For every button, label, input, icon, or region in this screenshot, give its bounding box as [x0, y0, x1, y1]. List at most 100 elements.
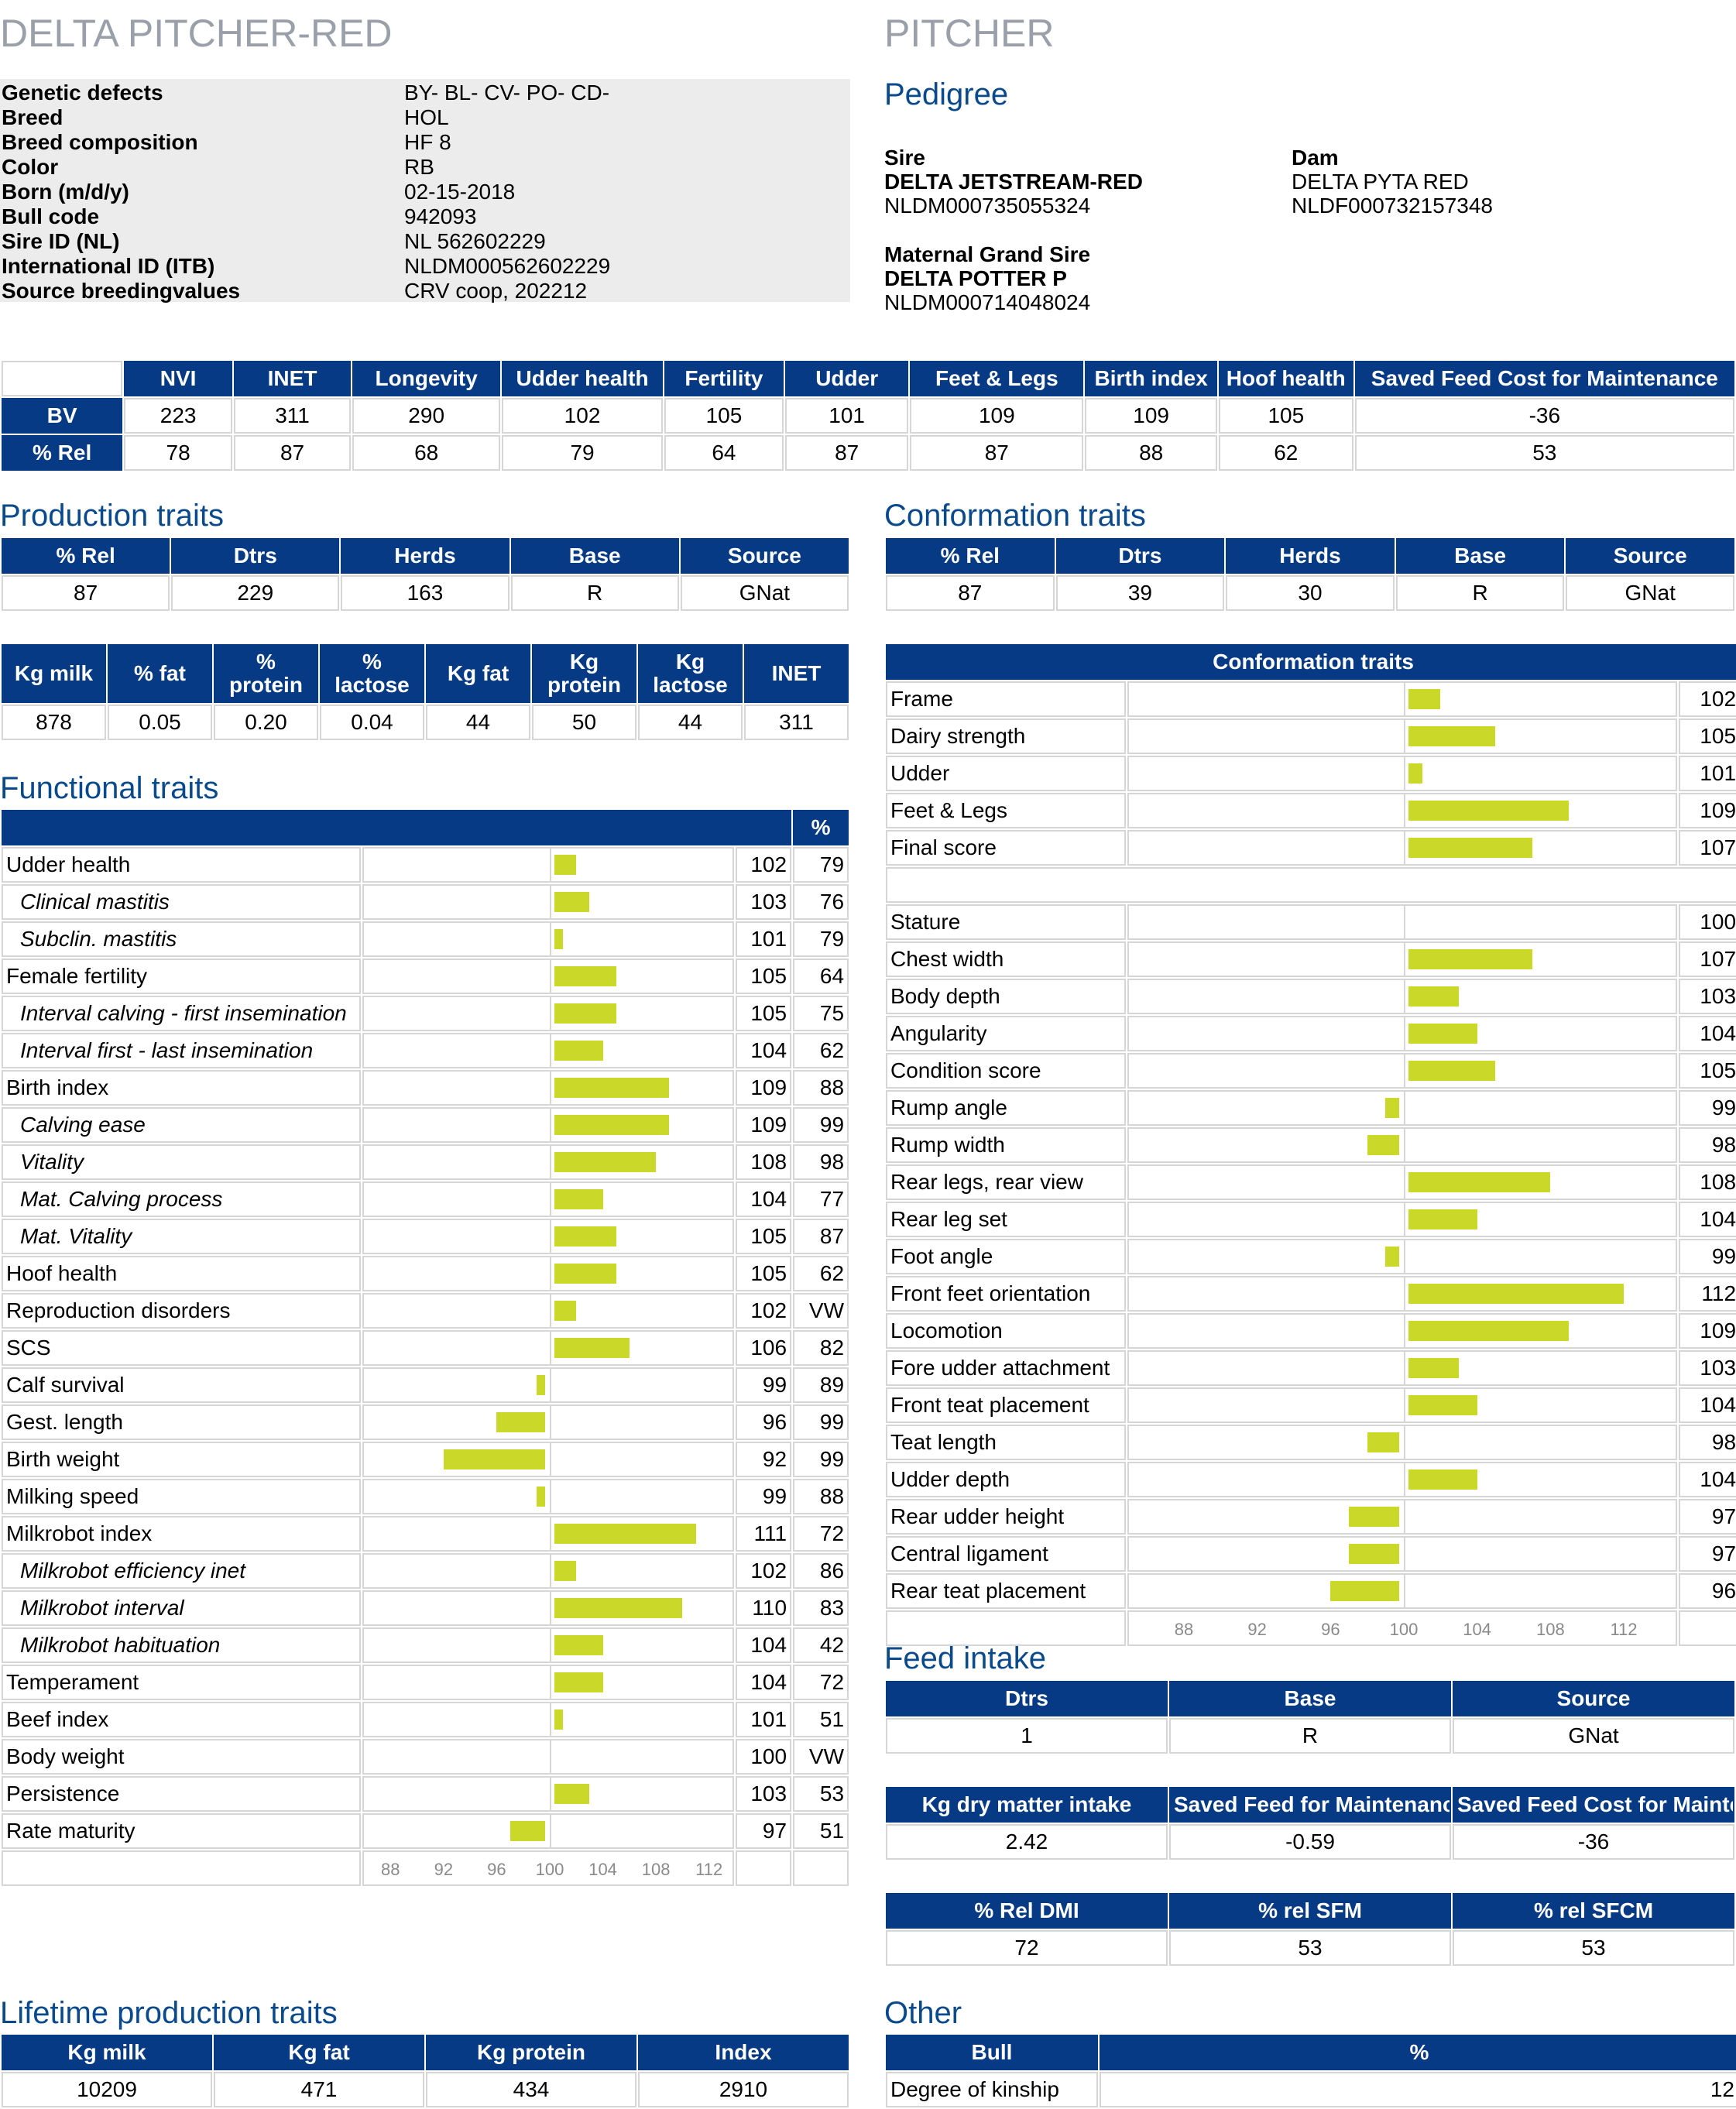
summary-cell: 68 — [352, 435, 501, 471]
trait-label: Hoof health — [2, 1256, 361, 1291]
trait-value: 104 — [1679, 1387, 1736, 1423]
trait-value: 99 — [1679, 1239, 1736, 1274]
functional-traits-title: Functional traits — [0, 771, 219, 805]
pedigree-title: Pedigree — [884, 77, 1009, 111]
trait-value: 104 — [1679, 1016, 1736, 1051]
baseline-line — [550, 960, 551, 993]
bar-cell — [362, 847, 734, 883]
lifetime-header: Kg milk — [2, 2035, 212, 2070]
trait-value: 105 — [736, 1256, 792, 1291]
trait-label: Body depth — [886, 979, 1126, 1014]
chart-row: Chest width 107 — [886, 941, 1736, 977]
summary-cell: 87 — [785, 435, 909, 471]
bar-cell — [362, 1665, 734, 1700]
chart-row: Birth weight 92 99 — [2, 1442, 849, 1477]
info-row: Genetic defects BY- BL- CV- PO- CD- — [0, 81, 850, 105]
trait-label: Rump width — [886, 1127, 1126, 1163]
summary-index-table: NVI INET Longevity Udder health Fertility Udd… — [0, 359, 1736, 472]
info-label: Color — [2, 155, 59, 179]
baseline-line — [550, 1406, 551, 1439]
info-value: 942093 — [404, 204, 477, 228]
kinship-label: Degree of kinship — [886, 2072, 1098, 2107]
axis-tick-label: 100 — [535, 1860, 564, 1879]
trait-label: SCS — [2, 1330, 361, 1366]
baseline-line — [1404, 794, 1405, 827]
other-bull-header: Bull — [886, 2035, 1098, 2070]
baseline-line — [550, 1480, 551, 1513]
trait-bar — [1408, 1395, 1477, 1415]
feed-intake-value: -0.59 — [1169, 1824, 1451, 1860]
baseline-line — [550, 1555, 551, 1587]
chart-row: Rear leg set 104 — [886, 1202, 1736, 1237]
feed-value: R — [1169, 1718, 1451, 1754]
bar-cell — [1127, 1573, 1677, 1609]
trait-bar — [496, 1412, 545, 1432]
trait-label: Milking speed — [2, 1479, 361, 1514]
summary-cell: 87 — [910, 435, 1084, 471]
trait-label: Mat. Calving process — [2, 1181, 361, 1217]
feed-rel-value: 72 — [886, 1930, 1168, 1966]
production-detail-header-part: % — [362, 650, 382, 674]
feed-intake-value: -36 — [1453, 1824, 1734, 1860]
mgs-block: Maternal Grand Sire DELTA POTTER P NLDM0… — [884, 242, 1090, 314]
chart-row: Mat. Calving process 104 77 — [2, 1181, 849, 1217]
bar-cell — [362, 1330, 734, 1366]
trait-label: Milkrobot habituation — [2, 1627, 361, 1663]
bar-cell — [1127, 979, 1677, 1014]
bar-cell — [362, 1739, 734, 1775]
baseline-line — [550, 1703, 551, 1736]
trait-label: Stature — [886, 904, 1126, 940]
info-row: International ID (ITB) NLDM000562602229 — [0, 254, 850, 279]
chart-row: Rear udder height 97 — [886, 1499, 1736, 1535]
conformation-chart-title: Conformation traits — [886, 644, 1736, 680]
spacer-cell — [886, 867, 1736, 903]
trait-label: Gest. length — [2, 1404, 361, 1440]
axis-tick-label: 108 — [641, 1860, 671, 1879]
production-detail-header: % protein — [214, 644, 318, 703]
chart-row: Stature 100 — [886, 904, 1736, 940]
trait-bar — [554, 855, 577, 875]
bar-cell — [1127, 756, 1677, 791]
summary-header: Fertility — [664, 361, 784, 396]
trait-pct: 72 — [793, 1665, 849, 1700]
trait-bar — [554, 1301, 577, 1321]
chart-row: Vitality 108 98 — [2, 1144, 849, 1180]
baseline-line — [1404, 1166, 1405, 1199]
summary-cell: 105 — [664, 398, 784, 434]
info-row: Breed HOL — [0, 105, 850, 130]
trait-bar — [1408, 1172, 1551, 1192]
production-detail-table: Kg milk% fat% protein% lactose Kg fat Kg prot… — [0, 643, 850, 742]
bar-cell — [362, 1776, 734, 1812]
trait-value: 99 — [736, 1479, 792, 1514]
baseline-line — [550, 1146, 551, 1178]
summary-header: Saved Feed Cost for Maintenance — [1354, 361, 1734, 396]
trait-value: 100 — [736, 1739, 792, 1775]
baseline-line — [1404, 1277, 1405, 1310]
dam-label: Dam — [1292, 146, 1339, 170]
summary-cell: 290 — [352, 398, 501, 434]
bar-cell — [362, 1553, 734, 1589]
baseline-line — [550, 1369, 551, 1401]
lifetime-value: 2910 — [638, 2072, 849, 2107]
bar-cell — [1127, 904, 1677, 940]
production-value: 229 — [171, 575, 340, 611]
bar-cell — [1127, 793, 1677, 828]
trait-value: 103 — [1679, 979, 1736, 1014]
trait-value: 108 — [736, 1144, 792, 1180]
bar-cell — [362, 1813, 734, 1849]
feed-intake-title: Feed intake — [884, 1641, 1047, 1675]
production-value: 163 — [341, 575, 509, 611]
feed-header: Base — [1169, 1681, 1451, 1716]
feed-intake-header: Saved Feed for Maintenance — [1169, 1787, 1451, 1823]
trait-bar — [1408, 1321, 1569, 1341]
trait-label: Front teat placement — [886, 1387, 1126, 1423]
info-table: Genetic defects BY- BL- CV- PO- CD- Breed H… — [0, 81, 850, 303]
trait-bar — [1408, 986, 1459, 1006]
baseline-line — [1404, 1129, 1405, 1161]
info-value: NLDM000562602229 — [404, 254, 611, 278]
trait-label: Fore udder attachment — [886, 1350, 1126, 1386]
bull-short-name-title: PITCHER — [884, 12, 1055, 55]
axis-cell: 88 92 96 100 104 108 112 — [362, 1850, 734, 1886]
summary-header: Hoof health — [1218, 361, 1353, 396]
trait-value: 103 — [736, 884, 792, 920]
